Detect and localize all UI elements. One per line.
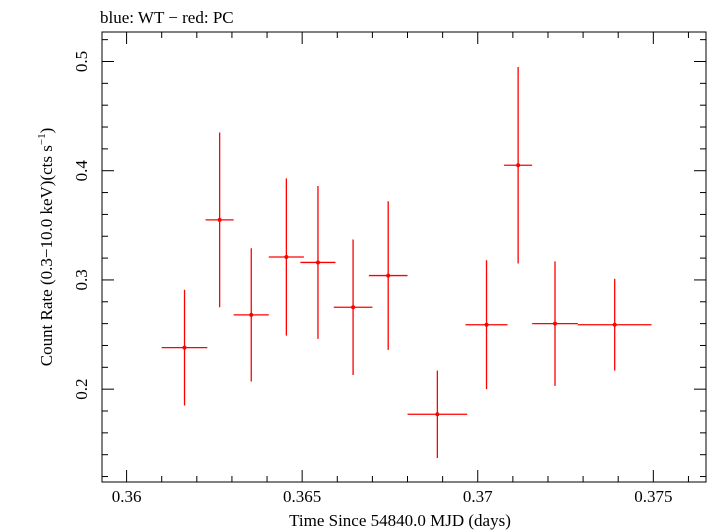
data-marker bbox=[553, 321, 557, 326]
data-marker bbox=[217, 217, 222, 222]
data-point bbox=[161, 289, 208, 406]
data-point bbox=[504, 66, 533, 264]
data-point bbox=[407, 370, 468, 458]
plot-frame bbox=[101, 31, 707, 483]
data-marker bbox=[182, 345, 187, 350]
data-marker bbox=[484, 322, 489, 327]
y-tick-label: 0.2 bbox=[72, 379, 91, 400]
chart-title: blue: WT − red: PC bbox=[100, 8, 234, 27]
data-marker bbox=[249, 312, 254, 317]
data-marker bbox=[435, 412, 440, 417]
y-axis-label-main: Count Rate (0.3−10.0 keV)(cts s bbox=[37, 145, 56, 366]
data-point bbox=[233, 248, 269, 382]
y-tick-label: 0.4 bbox=[72, 160, 91, 182]
data-marker bbox=[315, 260, 320, 265]
data-marker bbox=[516, 163, 521, 168]
data-point bbox=[300, 186, 336, 339]
x-tick-label: 0.375 bbox=[634, 487, 672, 506]
data-point bbox=[205, 132, 234, 308]
data-point bbox=[465, 260, 508, 390]
data-point bbox=[577, 278, 652, 371]
x-axis-label: Time Since 54840.0 MJD (days) bbox=[289, 511, 511, 530]
data-points bbox=[161, 66, 652, 458]
data-marker bbox=[386, 273, 391, 278]
data-point bbox=[268, 178, 304, 336]
y-axis-ticks: 0.2 0.3 0.4 0.5 bbox=[72, 39, 706, 478]
x-tick-label: 0.365 bbox=[283, 487, 321, 506]
y-tick-label: 0.5 bbox=[72, 51, 91, 72]
data-marker bbox=[351, 305, 356, 310]
data-point bbox=[368, 201, 408, 350]
y-axis-label-close: ) bbox=[37, 128, 56, 134]
data-marker bbox=[612, 322, 617, 327]
data-point bbox=[532, 261, 578, 386]
x-tick-label: 0.36 bbox=[112, 487, 142, 506]
y-axis-label-superscript: −1 bbox=[36, 133, 48, 145]
x-axis-ticks: 0.36 0.365 0.37 0.375 bbox=[112, 32, 689, 506]
x-tick-label: 0.37 bbox=[463, 487, 493, 506]
data-point bbox=[333, 239, 373, 375]
data-marker bbox=[284, 255, 289, 259]
y-tick-label: 0.3 bbox=[72, 269, 91, 290]
y-axis-label: Count Rate (0.3−10.0 keV)(cts s−1) bbox=[36, 128, 56, 367]
